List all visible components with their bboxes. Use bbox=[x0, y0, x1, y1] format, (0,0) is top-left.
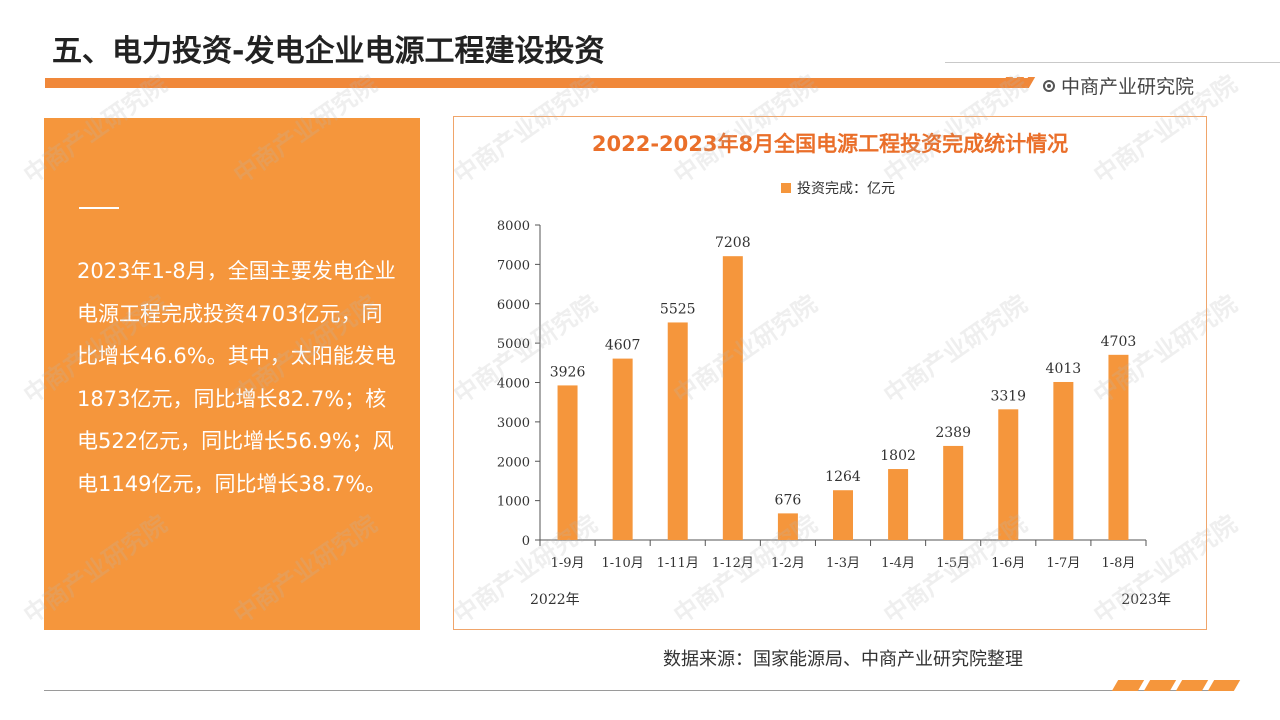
bar-value-label: 1802 bbox=[880, 448, 916, 464]
y-tick-label: 1000 bbox=[497, 495, 530, 510]
bar bbox=[998, 409, 1019, 540]
summary-dash bbox=[79, 207, 119, 209]
title-divider-line bbox=[945, 62, 1280, 63]
x-category-label: 1-6月 bbox=[991, 556, 1025, 571]
brand-circle-icon bbox=[1043, 79, 1055, 92]
footer-stripes bbox=[1111, 680, 1245, 692]
bar bbox=[1053, 381, 1074, 540]
title-accent-bar bbox=[45, 78, 1029, 88]
x-category-label: 1-12月 bbox=[712, 556, 754, 571]
bar-value-label: 4607 bbox=[605, 338, 641, 354]
bar-value-label: 3926 bbox=[550, 364, 586, 380]
y-tick-label: 5000 bbox=[497, 337, 530, 352]
bar-value-label: 2389 bbox=[935, 425, 971, 441]
y-tick-label: 7000 bbox=[497, 258, 530, 273]
bar-value-label: 1264 bbox=[825, 469, 861, 485]
year-label-start: 2022年 bbox=[530, 592, 580, 608]
summary-text: 2023年1-8月，全国主要发电企业电源工程完成投资4703亿元，同比增长46.… bbox=[77, 259, 396, 496]
x-category-label: 1-7月 bbox=[1046, 556, 1080, 571]
bar-chart: 0 1000 2000 3000 4000 5000 6000 7000 8000 3926 1-9… bbox=[497, 219, 1171, 608]
footer-line bbox=[44, 690, 1224, 691]
bar bbox=[943, 445, 964, 540]
y-tick-label: 2000 bbox=[497, 455, 530, 470]
bar-value-label: 3319 bbox=[990, 388, 1026, 404]
chart-title: 2022-2023年8月全国电源工程投资完成统计情况 bbox=[591, 132, 1069, 156]
bar bbox=[888, 469, 909, 540]
y-tick-label: 0 bbox=[522, 534, 530, 549]
x-category-label: 1-3月 bbox=[826, 556, 860, 571]
legend-label: 投资完成：亿元 bbox=[797, 181, 895, 197]
year-label-end: 2023年 bbox=[1121, 592, 1171, 608]
x-category-label: 1-5月 bbox=[936, 556, 970, 571]
x-category-label: 1-8月 bbox=[1101, 556, 1135, 571]
bar-value-label: 4013 bbox=[1046, 361, 1082, 377]
x-category-label: 1-11月 bbox=[657, 556, 699, 571]
summary-panel bbox=[44, 118, 420, 630]
x-category-label: 1-10月 bbox=[602, 556, 644, 571]
x-category-label: 1-9月 bbox=[551, 556, 585, 571]
bar-value-label: 5525 bbox=[660, 301, 696, 317]
y-tick-label: 3000 bbox=[497, 416, 530, 431]
y-tick-label: 4000 bbox=[497, 377, 530, 392]
chart-legend: 投资完成：亿元 bbox=[781, 178, 895, 198]
bar-value-label: 4703 bbox=[1101, 334, 1137, 350]
data-source: 数据来源：国家能源局、中商产业研究院整理 bbox=[663, 649, 1023, 670]
bar bbox=[777, 513, 798, 540]
x-category-label: 1-2月 bbox=[771, 556, 805, 571]
bar-value-label: 7208 bbox=[715, 235, 751, 251]
bar bbox=[667, 322, 688, 540]
y-tick-label: 6000 bbox=[497, 298, 530, 313]
bar bbox=[722, 256, 743, 540]
brand-label: 中商产业研究院 bbox=[1043, 72, 1194, 99]
bar-value-label: 676 bbox=[775, 492, 802, 508]
bar bbox=[833, 490, 853, 540]
x-category-label: 1-4月 bbox=[881, 556, 915, 571]
bar bbox=[612, 358, 633, 540]
bar bbox=[557, 385, 578, 540]
page-title: 五、电力投资-发电企业电源工程建设投资 bbox=[52, 34, 605, 69]
brand-name: 中商产业研究院 bbox=[1061, 76, 1195, 98]
y-tick-label: 8000 bbox=[497, 219, 530, 234]
legend-swatch bbox=[781, 183, 791, 193]
chart-frame bbox=[453, 116, 1207, 630]
bar bbox=[1108, 354, 1129, 540]
decorative-stripes bbox=[999, 77, 1036, 89]
